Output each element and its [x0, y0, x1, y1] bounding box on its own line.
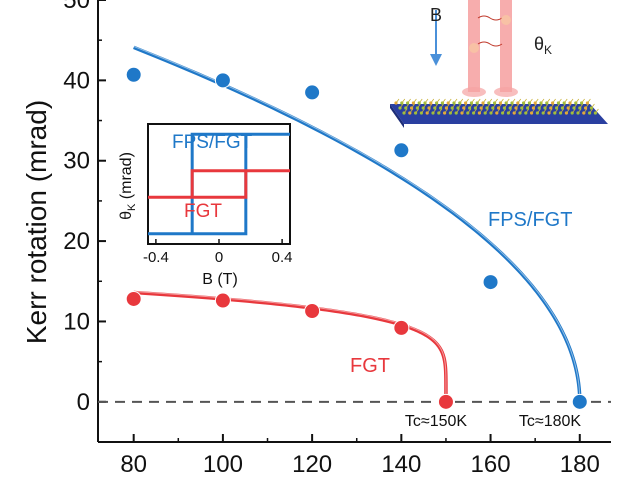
- data-point: [482, 274, 499, 291]
- x-tick-labels: 80 100 120 140 160 180: [120, 451, 599, 478]
- data-point: [393, 319, 410, 336]
- measurement-schematic: B θK: [390, 0, 608, 128]
- inset-legend-fps-fgt: FPS/FGT: [172, 132, 253, 153]
- series-label-fps-fgt: FPS/FGT: [488, 209, 572, 231]
- inset-x-tick-label: -0.4: [143, 249, 169, 266]
- main-axes: [97, 0, 611, 443]
- laser-beams: [462, 0, 518, 97]
- data-point: [571, 393, 588, 410]
- inset-x-tick-label: 0: [215, 249, 223, 266]
- y-tick-label: 0: [77, 389, 90, 416]
- annotation-tc-150k: Tc≈150K: [405, 413, 467, 430]
- inset-hysteresis-plot: -0.4 0 0.4 FPS/FGT FGT B (T) θK (mrad): [118, 123, 293, 288]
- annotation-tc-180k: Tc≈180K: [519, 413, 581, 430]
- inset-x-tick-label: 0.4: [272, 249, 293, 266]
- y-tick-label: 50: [63, 0, 90, 14]
- y-tick-label: 30: [63, 148, 90, 175]
- substrate: [390, 104, 608, 124]
- data-point: [304, 303, 321, 320]
- x-tick-label: 120: [292, 451, 332, 478]
- y-axis-title: Kerr rotation (mrad): [21, 100, 52, 344]
- y-tick-label: 10: [63, 308, 90, 335]
- y-tick-labels: 0 10 20 30 40 50: [63, 0, 90, 416]
- inset-legend-fgt: FGT: [184, 201, 222, 222]
- y-tick-label: 40: [63, 67, 90, 94]
- atomic-lattice: [394, 98, 599, 115]
- y-tick-label: 20: [63, 228, 90, 255]
- x-tick-label: 180: [560, 451, 600, 478]
- field-label: B: [430, 5, 442, 25]
- kerr-angle-label: θK: [534, 34, 552, 57]
- data-point: [214, 72, 231, 89]
- series-label-fgt: FGT: [350, 355, 390, 377]
- x-tick-label: 100: [203, 451, 243, 478]
- x-tick-label: 160: [471, 451, 511, 478]
- hysteresis-loop-fgt: [148, 169, 290, 199]
- data-point: [393, 142, 410, 159]
- inset-y-axis-title: θK (mrad): [118, 152, 138, 220]
- data-point: [125, 290, 142, 307]
- data-points: [125, 66, 588, 410]
- data-point: [125, 66, 142, 83]
- data-point: [214, 292, 231, 309]
- fit-curve-fgt: [133, 290, 448, 402]
- inset-x-axis-title: B (T): [202, 271, 238, 288]
- data-point: [437, 393, 454, 410]
- data-point: [304, 84, 321, 101]
- x-tick-label: 140: [381, 451, 421, 478]
- x-tick-label: 80: [120, 451, 147, 478]
